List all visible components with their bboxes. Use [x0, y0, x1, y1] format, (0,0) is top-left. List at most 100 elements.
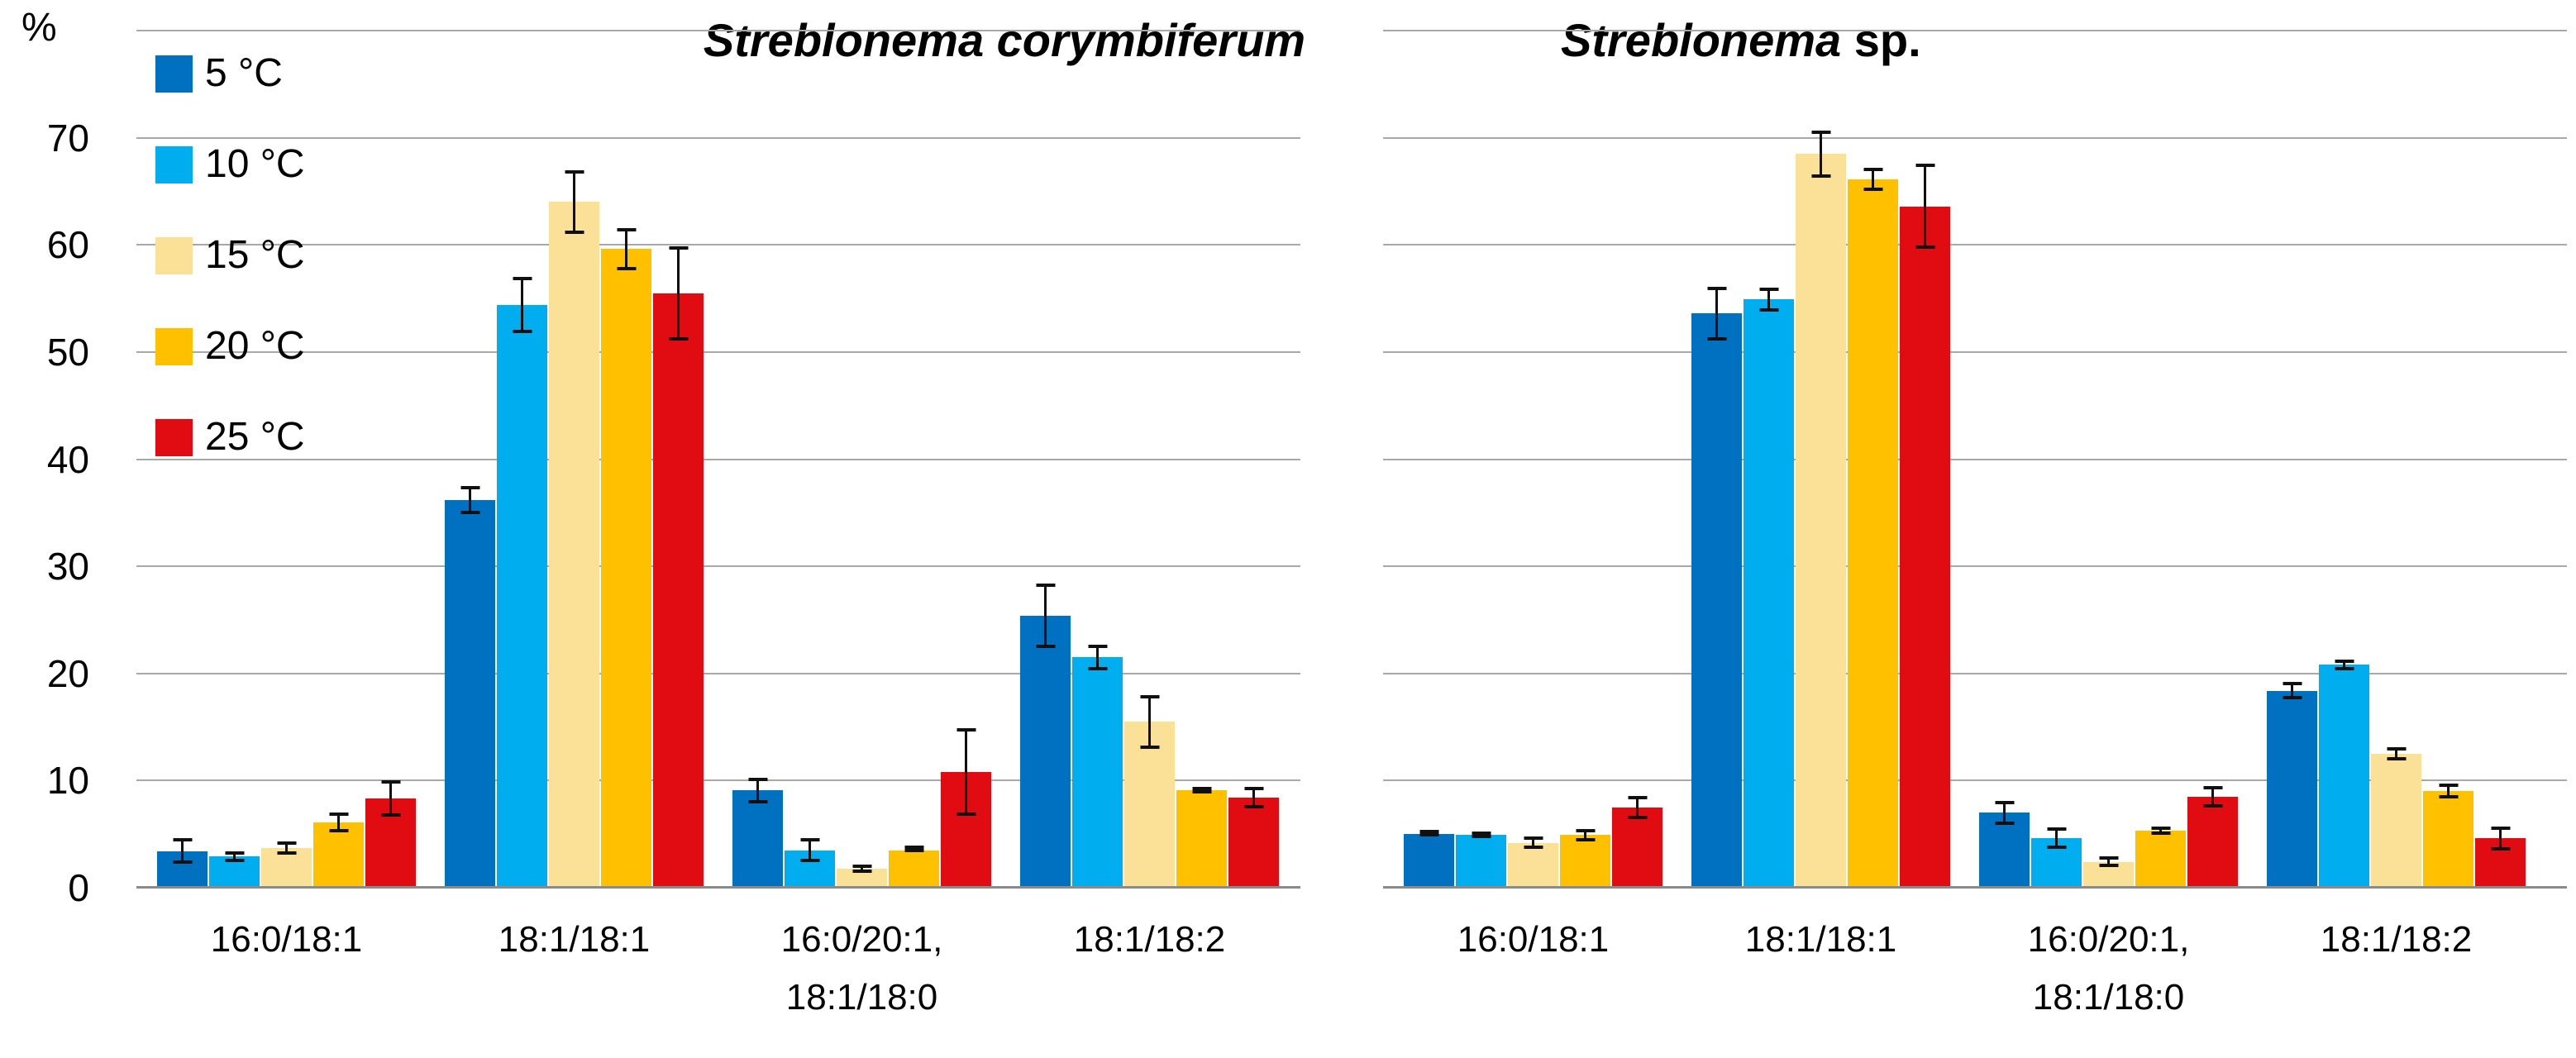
x-category-label: 18:1/18:2 [1020, 911, 1279, 969]
bar-sp-cat4-series1 [2267, 690, 2317, 888]
legend-item: 15 °C [155, 236, 305, 275]
y-axis-tick-label: 40 [46, 437, 89, 481]
x-category-label-line: 16:0/20:1, [2027, 919, 2190, 960]
legend: 5 °C 10 °C 15 °C 20 °C 25 °C [155, 54, 305, 509]
panel-title-left: Streblonema corymbiferum [467, 13, 1542, 67]
x-category-label: 18:1/18:2 [2267, 911, 2526, 969]
y-gridline [1383, 350, 2567, 353]
y-gridline [136, 350, 1300, 353]
x-category-label: 16:0/20:1, 18:1/18:0 [732, 911, 991, 1027]
error-bar-line [1767, 291, 1770, 308]
legend-item-label: 10 °C [205, 142, 305, 186]
bar-corymbiferum-cat4-series5 [1228, 798, 1279, 888]
error-bar-line [965, 731, 967, 813]
y-axis-tick-label: 50 [46, 330, 89, 374]
panel-title-right-regular: sp. [1841, 14, 1921, 66]
x-category-label: 18:1/18:1 [1691, 911, 1950, 969]
legend-item-label: 20 °C [205, 324, 305, 368]
x-category-label: 16:0/18:1 [1404, 911, 1662, 969]
bar-sp-cat1-series2 [1456, 835, 1506, 888]
x-axis-baseline [136, 886, 1300, 889]
error-bar-line [2395, 751, 2397, 757]
error-bar-corymbiferum-cat1-series2 [225, 851, 244, 862]
error-bar-corymbiferum-cat3-series3 [852, 864, 871, 873]
error-bar-sp-cat4-series5 [2491, 827, 2510, 851]
error-bar-sp-cat3-series1 [1995, 801, 2014, 825]
y-gridline [136, 672, 1300, 674]
error-bar-line [573, 173, 575, 231]
plot-area-corymbiferum [136, 30, 1300, 889]
panel-title-left-italic: Streblonema corymbiferum [703, 14, 1306, 66]
x-category-label: 16:0/18:1 [157, 911, 416, 969]
bar-sp-cat2-series4 [1848, 179, 1898, 888]
bar-corymbiferum-cat4-series2 [1072, 657, 1123, 888]
error-bar-corymbiferum-cat4-series1 [1036, 583, 1055, 648]
error-bar-line [2211, 789, 2214, 804]
y-gridline [1383, 672, 2567, 674]
bar-corymbiferum-cat4-series4 [1176, 790, 1227, 888]
error-bar-sp-cat2-series1 [1707, 286, 1726, 341]
bar-sp-cat1-series5 [1612, 807, 1662, 888]
error-bar-line [2343, 662, 2345, 667]
y-gridline [136, 136, 1300, 139]
bar-corymbiferum-cat4-series3 [1124, 722, 1175, 888]
plot-area-sp [1383, 30, 2567, 889]
legend-item: 10 °C [155, 142, 305, 186]
error-bar-line [2107, 860, 2110, 865]
error-bar-corymbiferum-cat1-series4 [329, 813, 348, 832]
legend-swatch-icon [155, 55, 193, 93]
bar-sp-cat2-series2 [1744, 299, 1794, 888]
bar-corymbiferum-cat3-series1 [732, 790, 783, 888]
error-bar-corymbiferum-cat2-series2 [513, 277, 532, 333]
x-category-label-line: 16:0/20:1, [780, 919, 943, 960]
bar-sp-cat3-series4 [2135, 831, 2186, 888]
y-axis-unit-label: % [21, 6, 57, 50]
y-gridline [136, 458, 1300, 460]
error-bar-corymbiferum-cat3-series2 [800, 838, 819, 862]
bar-corymbiferum-cat1-series3 [261, 848, 312, 888]
error-bar-line [1872, 170, 1874, 188]
error-bar-line [2003, 804, 2006, 822]
error-bar-sp-cat1-series2 [1472, 832, 1491, 839]
x-category-label-line: 16:0/18:1 [210, 919, 363, 960]
bar-sp-cat4-series4 [2423, 791, 2473, 888]
error-bar-line [1636, 798, 1639, 817]
error-bar-line [2447, 787, 2450, 796]
x-category-label-line: 18:1/18:2 [1073, 919, 1226, 960]
error-bar-corymbiferum-cat4-series3 [1140, 694, 1159, 749]
error-bar-sp-cat2-series2 [1759, 288, 1778, 312]
bar-sp-cat3-series5 [2187, 796, 2238, 888]
error-bar-line [1148, 698, 1151, 746]
error-bar-corymbiferum-cat2-series1 [460, 485, 479, 514]
error-bar-sp-cat1-series3 [1524, 836, 1543, 850]
error-bar-line [861, 867, 863, 870]
panel-title-right: Streblonema sp. [1561, 13, 1921, 67]
y-gridline [136, 779, 1300, 782]
error-bar-line [809, 841, 811, 859]
error-bar-sp-cat4-series4 [2439, 784, 2458, 799]
bar-sp-cat2-series5 [1900, 206, 1950, 888]
error-bar-line [2499, 830, 2502, 847]
error-bar-line [389, 784, 392, 814]
error-bar-sp-cat3-series5 [2203, 785, 2222, 808]
bar-sp-cat1-series3 [1508, 842, 1558, 888]
bar-corymbiferum-cat2-series1 [445, 499, 495, 888]
legend-item: 25 °C [155, 417, 305, 457]
y-axis-tick-label: 10 [46, 759, 89, 803]
error-bar-corymbiferum-cat4-series5 [1244, 787, 1263, 809]
error-bar-sp-cat3-series4 [2151, 827, 2170, 836]
y-gridline [1383, 244, 2567, 246]
legend-item: 20 °C [155, 324, 305, 368]
y-gridline [1383, 565, 2567, 568]
error-bar-line [1044, 586, 1047, 645]
error-bar-line [181, 841, 184, 861]
error-bar-sp-cat1-series4 [1576, 828, 1595, 842]
y-gridline [136, 30, 1300, 31]
error-bar-line [337, 816, 340, 829]
y-axis-tick-label: 70 [46, 116, 89, 160]
error-bar-corymbiferum-cat1-series1 [173, 838, 192, 865]
bar-corymbiferum-cat2-series2 [497, 304, 547, 888]
error-bar-corymbiferum-cat4-series2 [1088, 644, 1107, 670]
error-bar-line [625, 231, 627, 268]
